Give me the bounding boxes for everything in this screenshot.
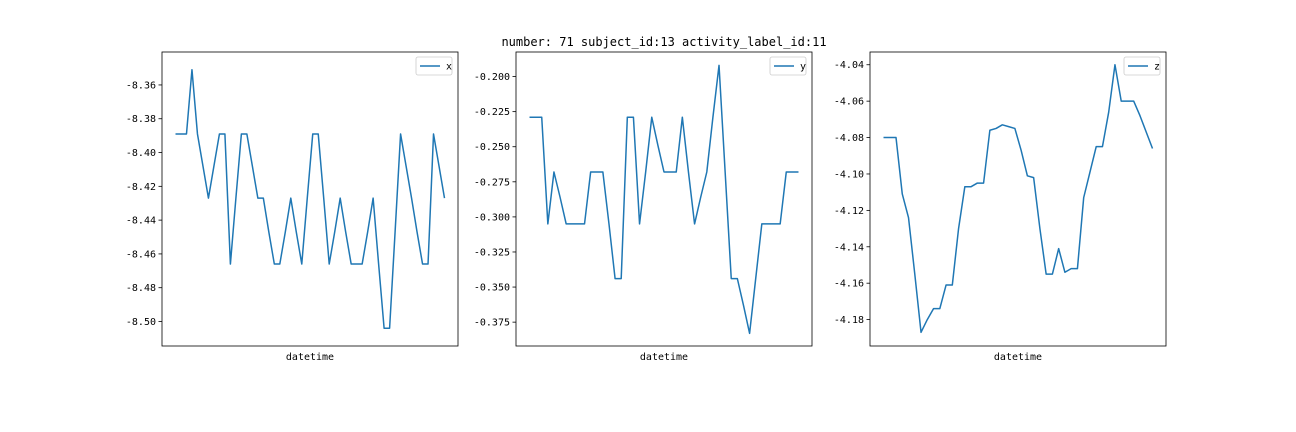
legend-label: y (800, 62, 806, 73)
legend: x (415, 56, 453, 76)
figure-title: number: 71 subject_id:13 activity_label_… (501, 35, 826, 49)
y-tick-label: -4.18 (834, 315, 864, 326)
y-tick-label: -8.44 (126, 216, 156, 227)
legend-label: x (446, 62, 452, 73)
y-tick-label: -0.200 (474, 72, 510, 83)
subplots: -8.36 -8.38 -8.40 -8.42 -8.44 -8.46 -8.48 -8.50… (126, 51, 1167, 363)
axes-frame (869, 51, 1167, 347)
series-line-x (175, 68, 446, 330)
y-tick-label: -4.16 (834, 279, 864, 290)
subplot-1: -0.200 -0.225 -0.250 -0.275 -0.300 -0.325 -0.3… (474, 51, 813, 363)
y-tick-label: -8.38 (126, 114, 156, 125)
x-axis-label: datetime (994, 352, 1042, 363)
y-tick-label: -8.42 (126, 182, 156, 193)
y-tick-label: -8.36 (126, 80, 156, 91)
y-tick-label: -4.04 (834, 60, 864, 71)
y-tick-label: -0.375 (474, 318, 510, 329)
y-tick-label: -8.48 (126, 283, 156, 294)
y-tick-label: -4.10 (834, 169, 864, 180)
legend-label: z (1154, 62, 1160, 73)
y-tick-label: -4.14 (834, 242, 864, 253)
y-tick-label: -8.46 (126, 249, 156, 260)
subplot-2: -4.04 -4.06 -4.08 -4.10 -4.12 -4.14 -4.16 -4.18… (834, 51, 1167, 363)
y-tick-label: -0.350 (474, 283, 510, 294)
series-line-z (883, 63, 1154, 334)
y-tick-label: -4.06 (834, 97, 864, 108)
y-tick-label: -8.50 (126, 317, 156, 328)
y-tick-label: -0.300 (474, 212, 510, 223)
legend: z (1123, 56, 1161, 76)
axes-frame (515, 51, 813, 347)
y-tick-label: -8.40 (126, 148, 156, 159)
y-tick-label: -0.250 (474, 142, 510, 153)
legend: y (769, 56, 807, 76)
y-tick-label: -0.225 (474, 107, 510, 118)
x-axis-label: datetime (286, 352, 334, 363)
y-tick-label: -4.08 (834, 133, 864, 144)
y-tick-label: -4.12 (834, 206, 864, 217)
series-line-y (529, 64, 799, 335)
axes-frame (161, 51, 459, 347)
y-tick-label: -0.275 (474, 177, 510, 188)
subplot-0: -8.36 -8.38 -8.40 -8.42 -8.44 -8.46 -8.48 -8.50… (126, 51, 459, 363)
y-tick-label: -0.325 (474, 247, 510, 258)
x-axis-label: datetime (640, 352, 688, 363)
